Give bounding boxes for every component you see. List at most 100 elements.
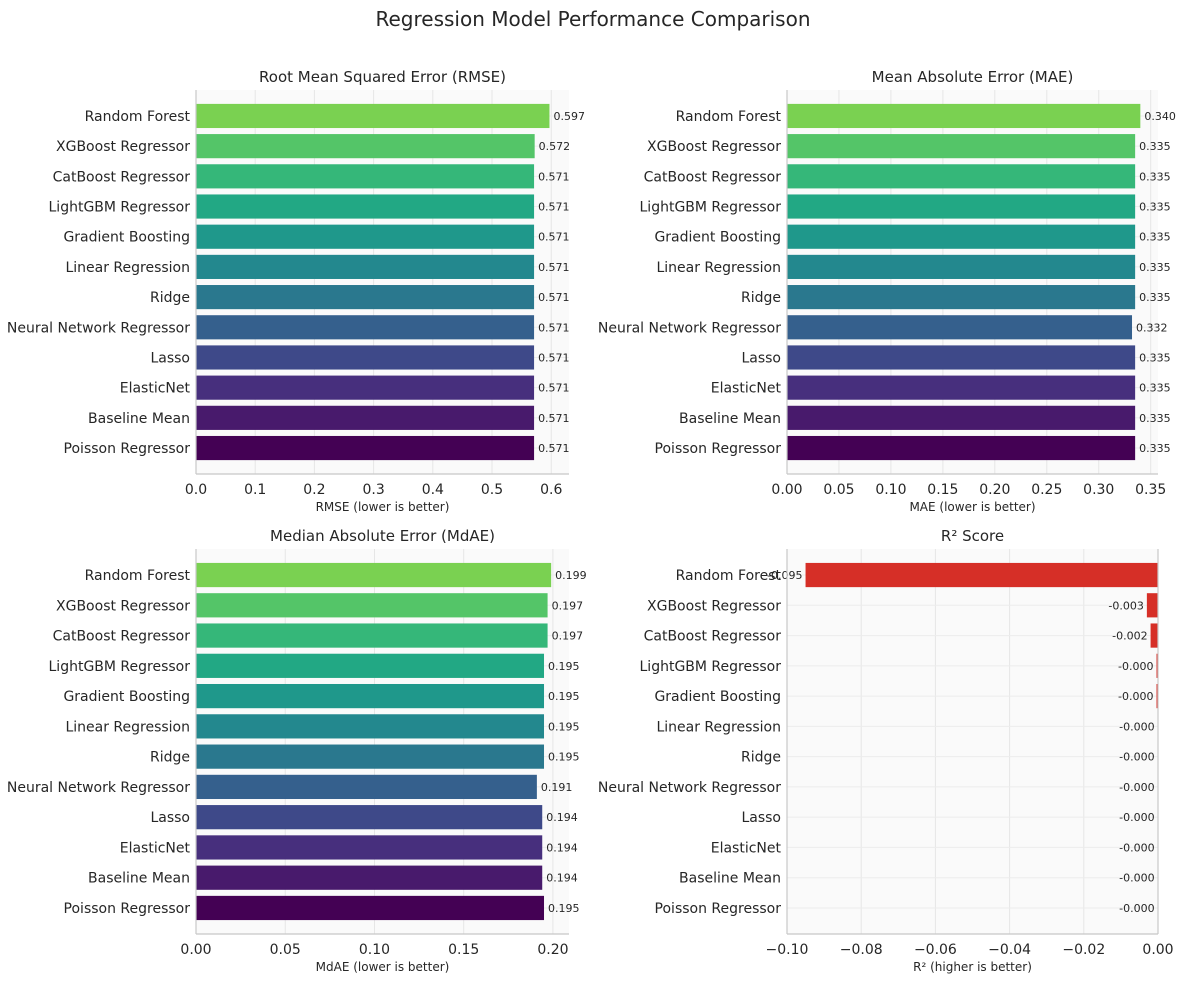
y-tick-label: Poisson Regressor bbox=[64, 901, 191, 917]
x-tick-label: 0.1 bbox=[244, 482, 266, 498]
data-label: -0.003 bbox=[1108, 599, 1143, 612]
x-tick-label: 0.20 bbox=[537, 942, 568, 958]
data-label: 0.571 bbox=[538, 351, 570, 364]
y-tick-label: Random Forest bbox=[676, 109, 782, 125]
bar bbox=[805, 562, 1158, 588]
x-tick-label: 0.20 bbox=[979, 482, 1010, 498]
y-tick-label: Poisson Regressor bbox=[64, 441, 191, 457]
bar bbox=[787, 164, 1136, 189]
y-tick-label: Gradient Boosting bbox=[63, 230, 190, 246]
bar bbox=[196, 835, 543, 860]
bar bbox=[196, 895, 545, 921]
x-tick-label: −0.06 bbox=[914, 942, 957, 958]
y-tick-label: Lasso bbox=[150, 350, 190, 366]
data-label: 0.597 bbox=[553, 110, 585, 123]
bar bbox=[1156, 683, 1158, 709]
y-tick-label: Ridge bbox=[150, 750, 190, 766]
bar bbox=[196, 285, 535, 310]
y-tick-label: Random Forest bbox=[85, 568, 191, 584]
y-tick-label: Linear Regression bbox=[65, 719, 190, 735]
data-label: 0.572 bbox=[539, 140, 571, 153]
data-label: 0.335 bbox=[1139, 351, 1171, 364]
data-label: 0.340 bbox=[1144, 110, 1176, 123]
x-tick-label: 0.15 bbox=[448, 942, 479, 958]
y-tick-label: Lasso bbox=[741, 810, 781, 826]
bar bbox=[787, 345, 1136, 370]
data-label: 0.194 bbox=[546, 872, 578, 885]
data-label: 0.571 bbox=[538, 170, 570, 183]
data-label: -0.002 bbox=[1112, 630, 1147, 643]
y-tick-label: LightGBM Regressor bbox=[49, 659, 191, 675]
plot-background bbox=[787, 549, 1158, 934]
data-label: 0.195 bbox=[548, 751, 580, 764]
y-tick-label: XGBoost Regressor bbox=[647, 598, 781, 614]
data-label: -0.000 bbox=[1118, 690, 1153, 703]
data-label: 0.335 bbox=[1139, 201, 1171, 214]
data-label: 0.335 bbox=[1139, 382, 1171, 395]
data-label: 0.191 bbox=[541, 781, 573, 794]
y-tick-label: Neural Network Regressor bbox=[598, 320, 781, 336]
y-tick-label: Random Forest bbox=[676, 568, 782, 584]
x-tick-label: 0.2 bbox=[303, 482, 325, 498]
y-tick-label: ElasticNet bbox=[120, 381, 191, 397]
bar bbox=[196, 345, 535, 370]
data-label: 0.197 bbox=[552, 599, 584, 612]
bar bbox=[196, 653, 545, 678]
x-tick-label: 0.05 bbox=[270, 942, 301, 958]
y-tick-label: Ridge bbox=[741, 750, 781, 766]
bar bbox=[196, 683, 545, 709]
x-tick-label: −0.10 bbox=[766, 942, 809, 958]
y-tick-label: Ridge bbox=[150, 290, 190, 306]
data-label: -0.000 bbox=[1119, 720, 1154, 733]
data-label: 0.571 bbox=[538, 291, 570, 304]
y-tick-label: Linear Regression bbox=[65, 260, 190, 276]
y-tick-label: Gradient Boosting bbox=[654, 689, 781, 705]
data-label: 0.335 bbox=[1139, 261, 1171, 274]
data-label: 0.571 bbox=[538, 261, 570, 274]
data-label: 0.194 bbox=[546, 811, 578, 824]
chart-panel-0: 0.597 0.572 0.571 0.571 0.571 0.571 0.571 0.571… bbox=[7, 68, 585, 514]
bar bbox=[196, 435, 535, 461]
x-tick-label: 0.5 bbox=[481, 482, 503, 498]
bar bbox=[787, 315, 1133, 340]
chart-panel-3: -0.095 -0.003 -0.002 -0.000 -0.000 -0.000 -0.0… bbox=[598, 527, 1174, 974]
y-tick-label: Linear Regression bbox=[656, 719, 781, 735]
data-label: 0.571 bbox=[538, 201, 570, 214]
bar bbox=[196, 375, 535, 400]
bar bbox=[787, 405, 1136, 430]
y-tick-label: Ridge bbox=[741, 290, 781, 306]
data-label: 0.335 bbox=[1139, 231, 1171, 244]
bar bbox=[196, 194, 535, 219]
x-tick-label: 0.25 bbox=[1031, 482, 1062, 498]
x-tick-label: 0.05 bbox=[823, 482, 854, 498]
y-tick-label: Random Forest bbox=[85, 109, 191, 125]
bar bbox=[787, 103, 1141, 129]
y-tick-label: LightGBM Regressor bbox=[640, 659, 782, 675]
data-label: 0.335 bbox=[1139, 442, 1171, 455]
data-label: -0.000 bbox=[1119, 811, 1154, 824]
data-label: -0.000 bbox=[1119, 902, 1154, 915]
chart-panel-1: 0.340 0.335 0.335 0.335 0.335 0.335 0.335 0.332… bbox=[598, 68, 1176, 514]
x-tick-label: 0.10 bbox=[359, 942, 390, 958]
bar bbox=[196, 744, 545, 769]
x-tick-label: 0.30 bbox=[1083, 482, 1114, 498]
data-label: 0.197 bbox=[552, 630, 584, 643]
x-tick-label: −0.08 bbox=[840, 942, 883, 958]
bar bbox=[196, 805, 543, 830]
chart-title: Root Mean Squared Error (RMSE) bbox=[259, 68, 506, 86]
x-tick-label: 0.00 bbox=[180, 942, 211, 958]
bar bbox=[196, 714, 545, 739]
x-tick-label: 0.15 bbox=[927, 482, 958, 498]
y-tick-label: CatBoost Regressor bbox=[644, 629, 782, 645]
y-tick-label: XGBoost Regressor bbox=[56, 139, 190, 155]
y-tick-label: LightGBM Regressor bbox=[640, 200, 782, 216]
y-tick-label: Poisson Regressor bbox=[655, 441, 782, 457]
x-tick-label: 0.0 bbox=[185, 482, 207, 498]
bar bbox=[1156, 653, 1158, 678]
y-tick-label: ElasticNet bbox=[120, 840, 191, 856]
y-tick-label: Neural Network Regressor bbox=[7, 320, 190, 336]
bar bbox=[1150, 623, 1158, 648]
data-label: 0.571 bbox=[538, 382, 570, 395]
bar bbox=[196, 103, 550, 129]
x-tick-label: 0.00 bbox=[771, 482, 802, 498]
